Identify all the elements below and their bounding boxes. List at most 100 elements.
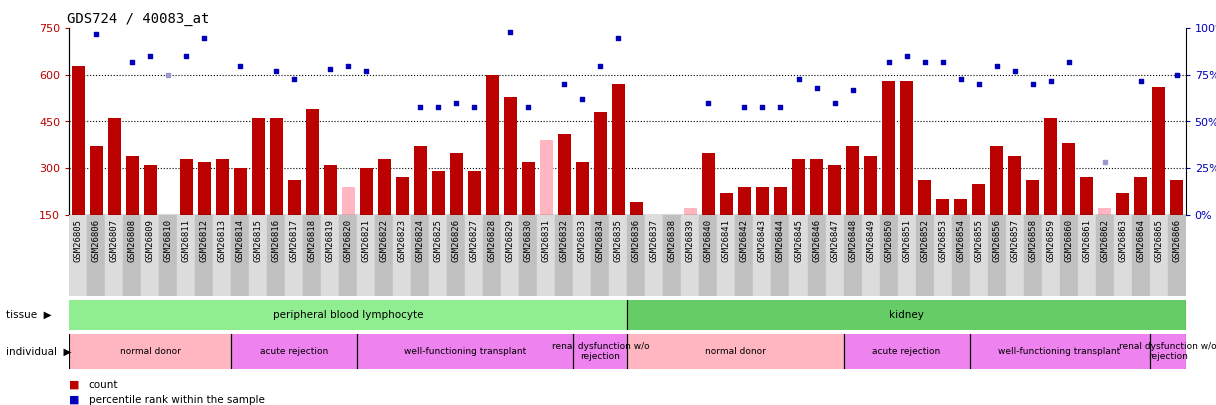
Text: GSM26835: GSM26835 bbox=[614, 219, 623, 262]
Bar bbox=[342, 187, 355, 215]
Text: GSM26836: GSM26836 bbox=[632, 219, 641, 262]
Text: GSM26818: GSM26818 bbox=[308, 219, 317, 262]
Bar bbox=[303, 215, 321, 296]
Text: ■: ■ bbox=[69, 395, 80, 405]
Bar bbox=[1167, 215, 1186, 296]
Bar bbox=[429, 215, 447, 296]
Bar bbox=[268, 215, 286, 296]
Bar bbox=[1006, 215, 1024, 296]
Text: kidney: kidney bbox=[889, 310, 924, 320]
Bar bbox=[789, 215, 807, 296]
Text: GSM26846: GSM26846 bbox=[812, 219, 821, 262]
Bar bbox=[934, 215, 952, 296]
Bar bbox=[1063, 143, 1075, 215]
Bar bbox=[306, 109, 319, 215]
Point bbox=[933, 59, 952, 65]
Text: GSM26806: GSM26806 bbox=[92, 219, 101, 262]
Bar bbox=[576, 162, 589, 215]
Text: GSM26819: GSM26819 bbox=[326, 219, 334, 262]
Bar bbox=[738, 187, 750, 215]
Bar bbox=[196, 215, 213, 296]
Bar bbox=[630, 202, 643, 215]
Text: GSM26848: GSM26848 bbox=[848, 219, 857, 262]
Text: GSM26866: GSM26866 bbox=[1172, 219, 1181, 262]
Point bbox=[843, 87, 862, 93]
Bar bbox=[178, 215, 196, 296]
Text: GSM26815: GSM26815 bbox=[254, 219, 263, 262]
Bar bbox=[108, 118, 120, 215]
Bar bbox=[270, 118, 282, 215]
Bar bbox=[717, 215, 736, 296]
Bar bbox=[1116, 193, 1128, 215]
Bar bbox=[447, 215, 466, 296]
Text: GSM26857: GSM26857 bbox=[1010, 219, 1019, 262]
Bar bbox=[394, 215, 411, 296]
Bar bbox=[450, 153, 463, 215]
Point bbox=[1059, 59, 1079, 65]
Bar bbox=[143, 165, 157, 215]
Bar bbox=[771, 215, 789, 296]
Text: GSM26850: GSM26850 bbox=[884, 219, 893, 262]
Text: GSM26812: GSM26812 bbox=[199, 219, 209, 262]
Text: GSM26823: GSM26823 bbox=[398, 219, 407, 262]
Text: GSM26811: GSM26811 bbox=[182, 219, 191, 262]
Bar bbox=[900, 81, 913, 215]
Bar bbox=[609, 215, 627, 296]
Point bbox=[554, 81, 574, 87]
Point bbox=[734, 103, 754, 110]
Bar bbox=[558, 134, 570, 215]
Bar bbox=[828, 165, 840, 215]
Bar bbox=[1008, 156, 1021, 215]
Bar bbox=[1080, 177, 1093, 215]
Text: GSM26853: GSM26853 bbox=[938, 219, 947, 262]
Bar bbox=[522, 162, 535, 215]
Bar bbox=[1098, 209, 1111, 215]
Bar bbox=[754, 215, 771, 296]
Point bbox=[753, 103, 772, 110]
Bar bbox=[1042, 215, 1059, 296]
Point bbox=[824, 100, 844, 106]
Point bbox=[285, 75, 304, 82]
Bar bbox=[231, 334, 358, 369]
Bar bbox=[233, 168, 247, 215]
Bar bbox=[468, 171, 480, 215]
Bar bbox=[69, 334, 231, 369]
Bar bbox=[288, 181, 300, 215]
Bar bbox=[1096, 215, 1114, 296]
Text: GSM26805: GSM26805 bbox=[74, 219, 83, 262]
Bar bbox=[1077, 215, 1096, 296]
Bar bbox=[916, 215, 934, 296]
Bar bbox=[756, 187, 769, 215]
Bar bbox=[286, 215, 303, 296]
Point bbox=[411, 103, 430, 110]
Text: GSM26861: GSM26861 bbox=[1082, 219, 1091, 262]
Bar bbox=[844, 215, 861, 296]
Text: GSM26822: GSM26822 bbox=[379, 219, 389, 262]
Text: GSM26845: GSM26845 bbox=[794, 219, 803, 262]
Bar bbox=[252, 118, 265, 215]
Bar bbox=[990, 146, 1003, 215]
Bar bbox=[861, 215, 879, 296]
Bar bbox=[1135, 177, 1147, 215]
Bar bbox=[897, 215, 916, 296]
Text: GSM26864: GSM26864 bbox=[1136, 219, 1145, 262]
Text: GSM26852: GSM26852 bbox=[921, 219, 929, 262]
Bar bbox=[844, 334, 969, 369]
Text: ■: ■ bbox=[69, 380, 80, 390]
Point bbox=[338, 62, 358, 69]
Point bbox=[609, 34, 629, 41]
Bar bbox=[123, 215, 141, 296]
Text: GSM26844: GSM26844 bbox=[776, 219, 786, 262]
Bar bbox=[1149, 215, 1167, 296]
Point bbox=[141, 53, 161, 60]
Text: GSM26865: GSM26865 bbox=[1154, 219, 1162, 262]
Bar bbox=[685, 209, 697, 215]
Text: GSM26808: GSM26808 bbox=[128, 219, 137, 262]
Bar bbox=[681, 215, 699, 296]
Point bbox=[446, 100, 466, 106]
Point bbox=[123, 59, 142, 65]
Bar bbox=[69, 215, 88, 296]
Point bbox=[1041, 77, 1060, 84]
Bar bbox=[955, 199, 967, 215]
Bar bbox=[537, 215, 556, 296]
